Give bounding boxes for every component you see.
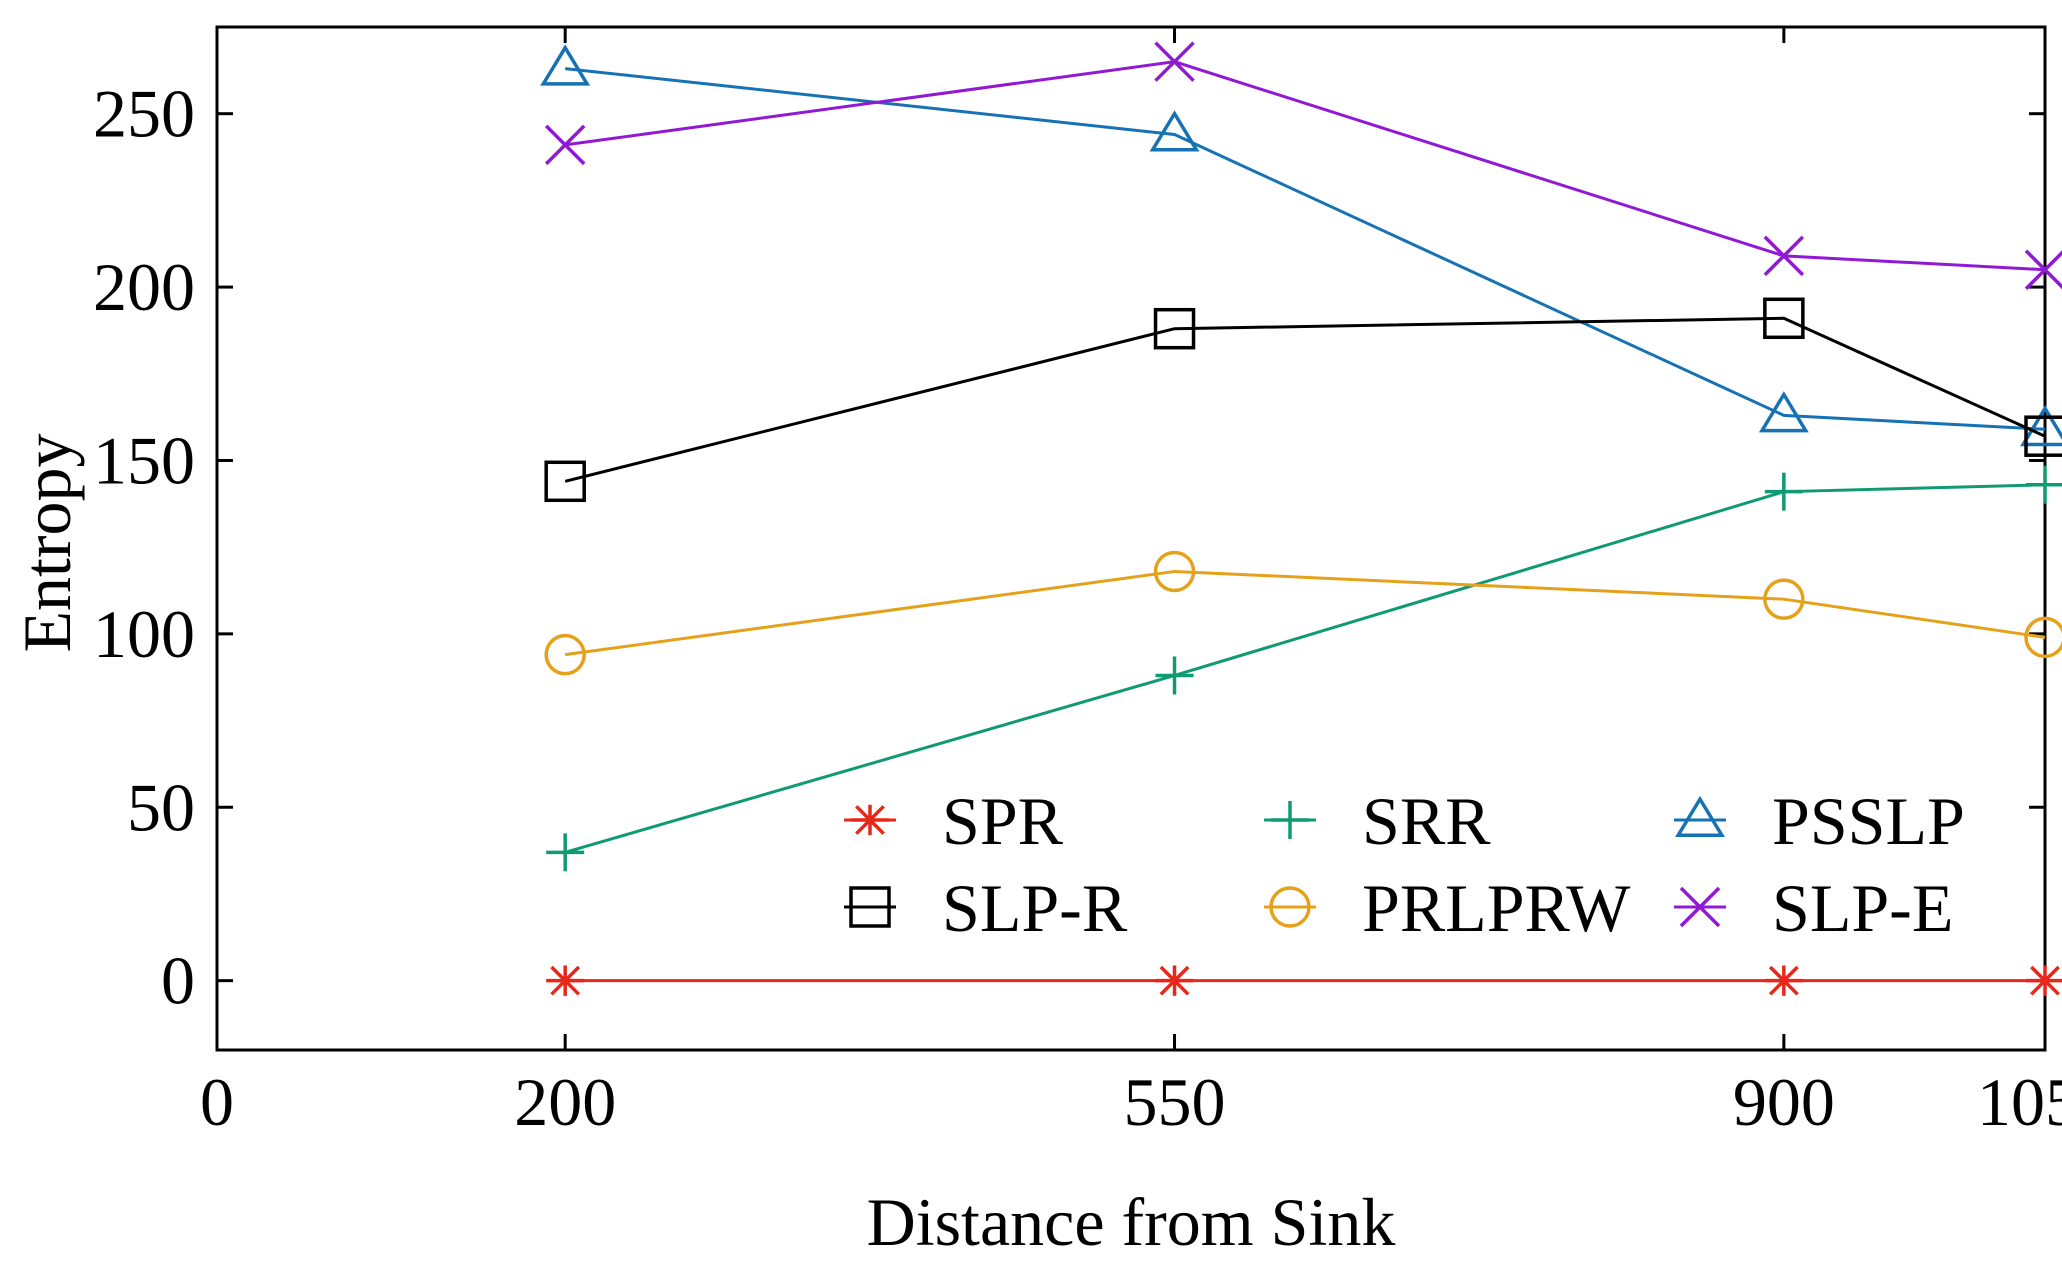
data-point-prlprw xyxy=(544,633,586,676)
data-point-slp-e xyxy=(2024,249,2062,290)
data-point-spr xyxy=(1155,965,1194,996)
marker-plus xyxy=(1271,801,1309,839)
marker-square xyxy=(849,886,891,928)
marker-shape xyxy=(1153,307,1196,350)
marker-stroke xyxy=(1763,235,1805,277)
marker-shape xyxy=(1269,886,1311,928)
plot-frame xyxy=(215,25,2047,1052)
marker-shape xyxy=(2024,415,2062,457)
data-point-slp-r xyxy=(1153,307,1196,350)
legend-label: SLP-R xyxy=(942,870,1128,946)
marker-shape xyxy=(1153,550,1196,593)
y-tick-label: 200 xyxy=(93,249,195,325)
marker-shape xyxy=(544,460,586,503)
x-tick-label: 550 xyxy=(1124,1064,1226,1140)
y-tick-label: 0 xyxy=(161,943,195,1019)
data-point-slp-e xyxy=(544,124,586,166)
series-slp-e xyxy=(544,41,2062,290)
data-point-slp-r xyxy=(2024,415,2062,457)
series-spr xyxy=(546,965,2062,996)
data-point-srr xyxy=(1155,656,1194,695)
legend-item-spr: SPR xyxy=(844,783,1064,859)
series-group xyxy=(540,41,2062,996)
tick-labels: 0 50 100 150 200 250 0 200 550 900 1050 xyxy=(93,76,2062,1140)
data-point-spr xyxy=(1764,965,1803,996)
marker-stroke xyxy=(2024,250,2062,290)
data-point-slp-r xyxy=(1763,297,1805,340)
series-line-psslp xyxy=(565,67,2046,431)
y-tick-label: 50 xyxy=(127,769,195,845)
data-point-srr xyxy=(546,833,585,872)
x-tick-label: 0 xyxy=(200,1064,234,1140)
marker-shape xyxy=(849,886,891,928)
axis-ticks xyxy=(217,27,2047,1050)
data-point-prlprw xyxy=(1153,550,1196,593)
marker-shape xyxy=(1763,297,1805,340)
legend-label: SRR xyxy=(1362,783,1491,859)
legend-label: PRLPRW xyxy=(1362,870,1631,946)
marker-shape xyxy=(2024,616,2062,659)
data-point-psslp xyxy=(1149,110,1200,152)
y-tick-label: 100 xyxy=(93,596,195,672)
y-tick-label: 250 xyxy=(93,76,195,152)
marker-shape xyxy=(1763,578,1805,620)
legend-item-prlprw: PRLPRW xyxy=(1264,870,1631,946)
legend-label: SLP-E xyxy=(1772,870,1953,946)
data-point-spr xyxy=(2026,965,2062,996)
series-line-srr xyxy=(564,483,2046,854)
series-prlprw xyxy=(544,550,2062,676)
data-point-psslp xyxy=(540,44,591,86)
series-slp-r xyxy=(544,297,2062,503)
x-tick-label: 1050 xyxy=(1977,1064,2062,1140)
series-line-slp-e xyxy=(564,60,2046,272)
marker-shape xyxy=(1758,391,1809,433)
series-psslp xyxy=(540,44,2062,447)
legend-item-slp-r: SLP-R xyxy=(844,870,1128,946)
data-point-srr xyxy=(1764,472,1803,511)
marker-triangle xyxy=(1675,795,1725,837)
marker-shape xyxy=(540,44,591,86)
marker-stroke xyxy=(544,124,586,166)
y-axis-label: Entropy xyxy=(9,433,85,652)
series-line-slp-r xyxy=(564,316,2046,483)
data-point-slp-e xyxy=(1154,41,1195,82)
legend: SPR SRR PSSLP SLP-R PRLPRW SLP-E xyxy=(844,783,1965,946)
y-tick-label: 150 xyxy=(93,422,195,498)
marker-shape xyxy=(1675,795,1725,837)
data-point-srr xyxy=(2026,465,2062,504)
marker-shape xyxy=(2020,404,2062,447)
legend-item-srr: SRR xyxy=(1264,783,1491,859)
legend-label: PSSLP xyxy=(1772,783,1965,859)
legend-item-psslp: PSSLP xyxy=(1674,783,1965,859)
marker-shape xyxy=(1149,110,1200,152)
data-point-prlprw xyxy=(1763,578,1805,620)
marker-x xyxy=(1679,886,1721,928)
marker-stroke xyxy=(1679,886,1721,928)
marker-stroke xyxy=(1154,41,1195,82)
legend-item-slp-e: SLP-E xyxy=(1674,870,1953,946)
data-point-slp-r xyxy=(544,460,586,503)
x-axis-label: Distance from Sink xyxy=(867,1184,1396,1260)
data-point-psslp xyxy=(1758,391,1809,433)
series-srr xyxy=(546,465,2062,872)
x-tick-label: 900 xyxy=(1733,1064,1835,1140)
x-tick-label: 200 xyxy=(514,1064,616,1140)
data-point-spr xyxy=(546,965,585,996)
legend-label: SPR xyxy=(942,783,1064,859)
marker-circle xyxy=(1269,886,1311,928)
series-line-prlprw xyxy=(564,569,2046,657)
data-point-slp-e xyxy=(1763,235,1805,277)
data-point-psslp xyxy=(2020,404,2062,447)
marker-shape xyxy=(544,633,586,676)
data-point-prlprw xyxy=(2024,616,2062,659)
marker-asterisk xyxy=(851,804,889,836)
